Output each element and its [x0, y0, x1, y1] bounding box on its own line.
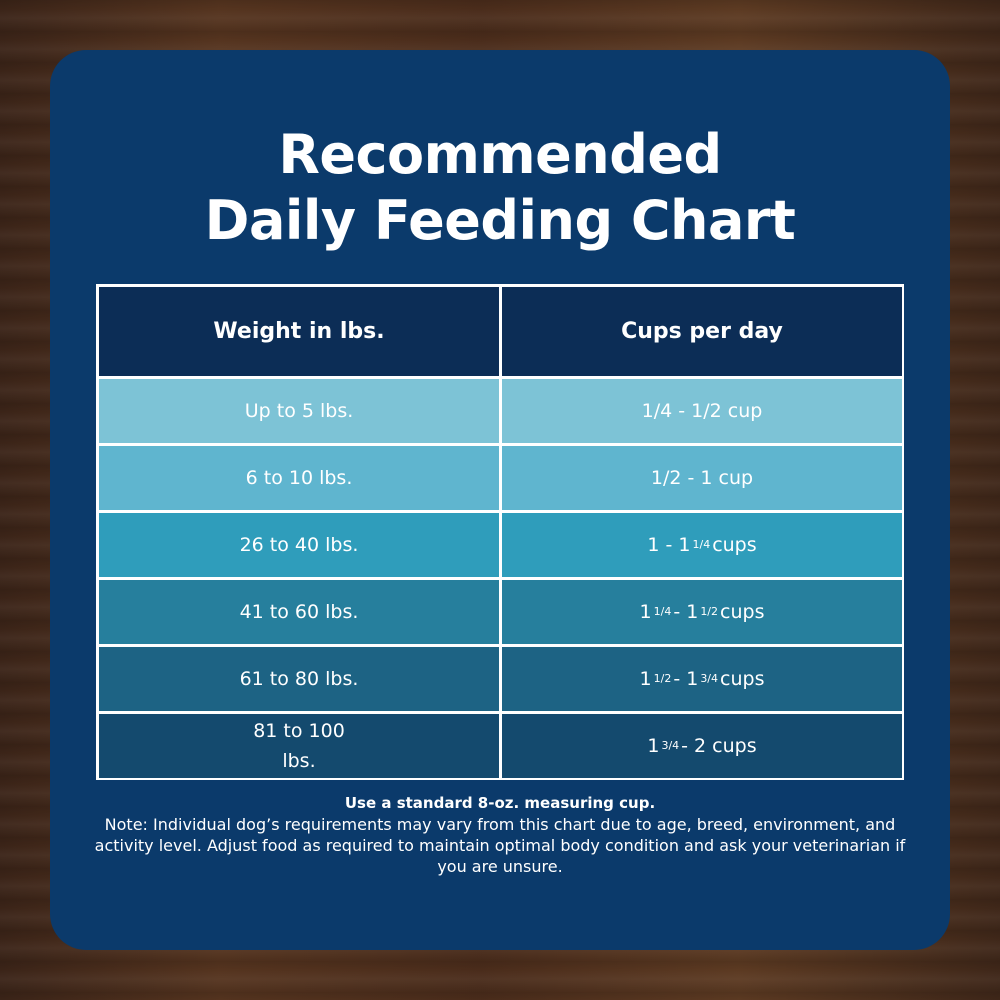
- cups-text: - 2 cups: [681, 735, 757, 757]
- weight-cell: 6 to 10 lbs.: [99, 446, 499, 510]
- cups-text: cups: [720, 601, 765, 623]
- cups-text: cups: [720, 668, 765, 690]
- cups-cell: 1 1/4- 1 1/2 cups: [502, 580, 902, 644]
- weight-cell: 26 to 40 lbs.: [99, 513, 499, 577]
- cups-text: 1/2 - 1 cup: [650, 467, 754, 489]
- weight-value: Up to 5 lbs.: [244, 400, 354, 422]
- header-cups: Cups per day: [502, 287, 902, 376]
- weight-cell: 61 to 80 lbs.: [99, 647, 499, 711]
- weight-cell: 41 to 60 lbs.: [99, 580, 499, 644]
- weight-cell: 81 to 100 lbs.: [99, 714, 499, 778]
- weight-value: 6 to 10 lbs.: [245, 467, 353, 489]
- feeding-table: Weight in lbs. Cups per day Up to 5 lbs. 1/…: [96, 284, 904, 780]
- weight-value: 81 to 100 lbs.: [253, 720, 345, 772]
- weight-value: 41 to 60 lbs.: [239, 601, 359, 623]
- cups-cell: 1 3/4- 2 cups: [502, 714, 902, 778]
- notes: Use a standard 8-oz. measuring cup. Note…: [80, 793, 920, 877]
- title-line-2: Daily Feeding Chart: [204, 189, 796, 252]
- weight-value: 26 to 40 lbs.: [239, 534, 359, 556]
- weight-value: 61 to 80 lbs.: [239, 668, 359, 690]
- cups-cell: 1/4 - 1/2 cup: [502, 379, 902, 443]
- cups-text: 1 - 1: [647, 534, 691, 556]
- cups-text: 1: [639, 668, 652, 690]
- chart-title: Recommended Daily Feeding Chart: [0, 122, 1000, 254]
- cups-text: 1/4 - 1/2 cup: [641, 400, 763, 422]
- title-line-1: Recommended: [278, 123, 722, 186]
- cups-text: - 1: [673, 601, 699, 623]
- weight-cell: Up to 5 lbs.: [99, 379, 499, 443]
- cups-text: - 1: [673, 668, 699, 690]
- cups-text: 1: [647, 735, 660, 757]
- cups-text: 1: [639, 601, 652, 623]
- measuring-cup-note: Use a standard 8-oz. measuring cup.: [344, 794, 656, 812]
- cups-cell: 1/2 - 1 cup: [502, 446, 902, 510]
- cups-cell: 1 - 1 1/4 cups: [502, 513, 902, 577]
- cups-cell: 1 1/2- 1 3/4 cups: [502, 647, 902, 711]
- cups-text: cups: [712, 534, 757, 556]
- disclaimer-note: Note: Individual dog’s requirements may …: [94, 815, 906, 876]
- header-weight: Weight in lbs.: [99, 287, 499, 376]
